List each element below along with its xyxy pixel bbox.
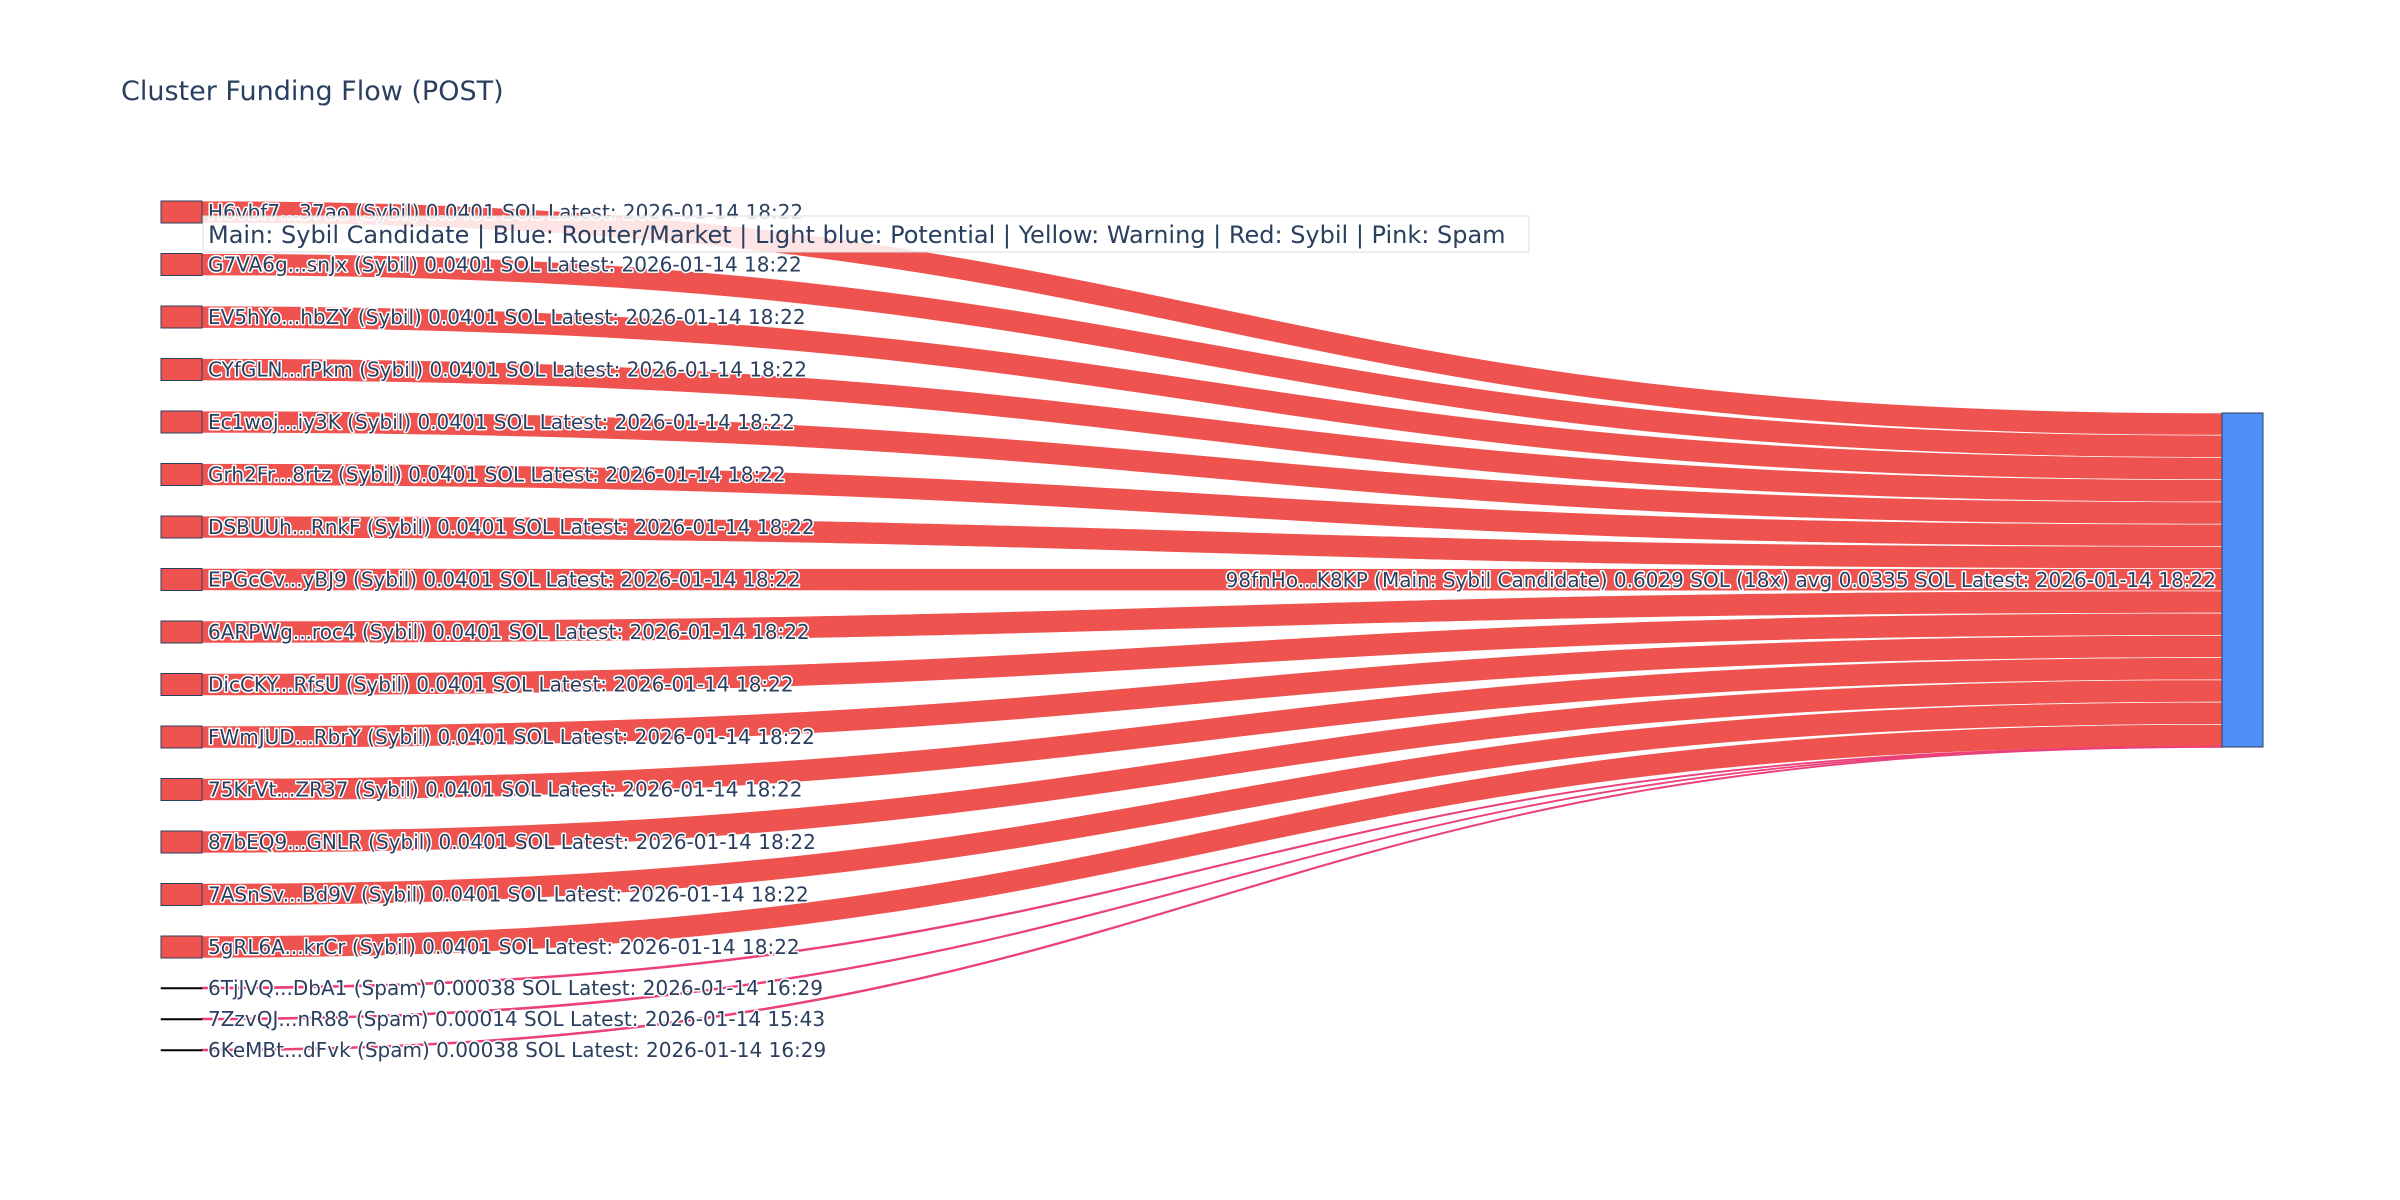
- node-source-sybil: [160, 620, 203, 644]
- node-label-source: G7VA6g...snJx (Sybil) 0.0401 SOL Latest:…: [208, 253, 802, 277]
- node-source-sybil: [160, 253, 203, 276]
- node-source-sybil: [160, 778, 203, 801]
- node-label-source: 87bEQ9...GNLR (Sybil) 0.0401 SOL Latest:…: [208, 830, 816, 854]
- node-source-sybil: [160, 568, 203, 591]
- node-label-source: 7ASnSv...Bd9V (Sybil) 0.0401 SOL Latest:…: [208, 883, 809, 907]
- node-label-source: CYfGLN...rPkm (Sybil) 0.0401 SOL Latest:…: [208, 358, 807, 382]
- node-source-sybil: [160, 200, 203, 224]
- node-label-source: DSBUUh...RnkF (Sybil) 0.0401 SOL Latest:…: [208, 515, 815, 539]
- node-source-sybil: [160, 305, 203, 329]
- node-source-sybil: [160, 463, 203, 486]
- node-source-sybil: [160, 410, 203, 434]
- node-source-sybil: [160, 358, 203, 381]
- chart-title: Cluster Funding Flow (POST): [121, 76, 504, 107]
- node-label-source: 6TjJVQ...DbA1 (Spam) 0.00038 SOL Latest:…: [208, 976, 823, 1000]
- node-source-spam: [160, 1049, 203, 1052]
- node-source-spam: [160, 987, 203, 990]
- node-label-source: DicCKY...RfsU (Sybil) 0.0401 SOL Latest:…: [208, 673, 794, 697]
- legend-annotation: Main: Sybil Candidate | Blue: Router/Mar…: [202, 215, 1530, 253]
- legend-annotation-box: [202, 215, 1530, 253]
- node-source-sybil: [160, 883, 203, 906]
- legend-annotation-text: Main: Sybil Candidate | Blue: Router/Mar…: [208, 221, 1506, 249]
- node-source-sybil: [160, 725, 203, 749]
- node-source-sybil: [160, 935, 203, 959]
- node-main-target: [2221, 412, 2264, 748]
- node-label-source: EPGcCv...yBJ9 (Sybil) 0.0401 SOL Latest:…: [208, 568, 801, 592]
- node-source-spam: [160, 1018, 203, 1021]
- node-source-sybil: [160, 830, 203, 854]
- node-labels: H6vbf7...37ao (Sybil) 0.0401 SOL Latest:…: [207, 199, 2218, 1064]
- node-label-source: 6KeMBt...dFvk (Spam) 0.00038 SOL Latest:…: [208, 1038, 826, 1062]
- node-label-source: 5gRL6A...krCr (Sybil) 0.0401 SOL Latest:…: [208, 935, 800, 959]
- node-label-source: 7ZzvQJ...nR88 (Spam) 0.00014 SOL Latest:…: [208, 1007, 825, 1031]
- node-source-sybil: [160, 515, 203, 539]
- node-label-target: 98fnHo...K8KP (Main: Sybil Candidate) 0.…: [1226, 568, 2216, 592]
- flow-links: [201, 200, 2223, 1052]
- flow-nodes: [160, 200, 2264, 1052]
- node-label-source: Grh2Fr...8rtz (Sybil) 0.0401 SOL Latest:…: [208, 463, 786, 487]
- node-label-source: FWmJUD...RbrY (Sybil) 0.0401 SOL Latest:…: [208, 725, 815, 749]
- node-label-source: EV5hYo...hbZY (Sybil) 0.0401 SOL Latest:…: [208, 305, 806, 329]
- node-label-source: Ec1woj...iy3K (Sybil) 0.0401 SOL Latest:…: [208, 410, 795, 434]
- node-source-sybil: [160, 673, 203, 696]
- node-label-source: 75KrVt...ZR37 (Sybil) 0.0401 SOL Latest:…: [208, 778, 803, 802]
- node-label-source: 6ARPWg...roc4 (Sybil) 0.0401 SOL Latest:…: [208, 620, 810, 644]
